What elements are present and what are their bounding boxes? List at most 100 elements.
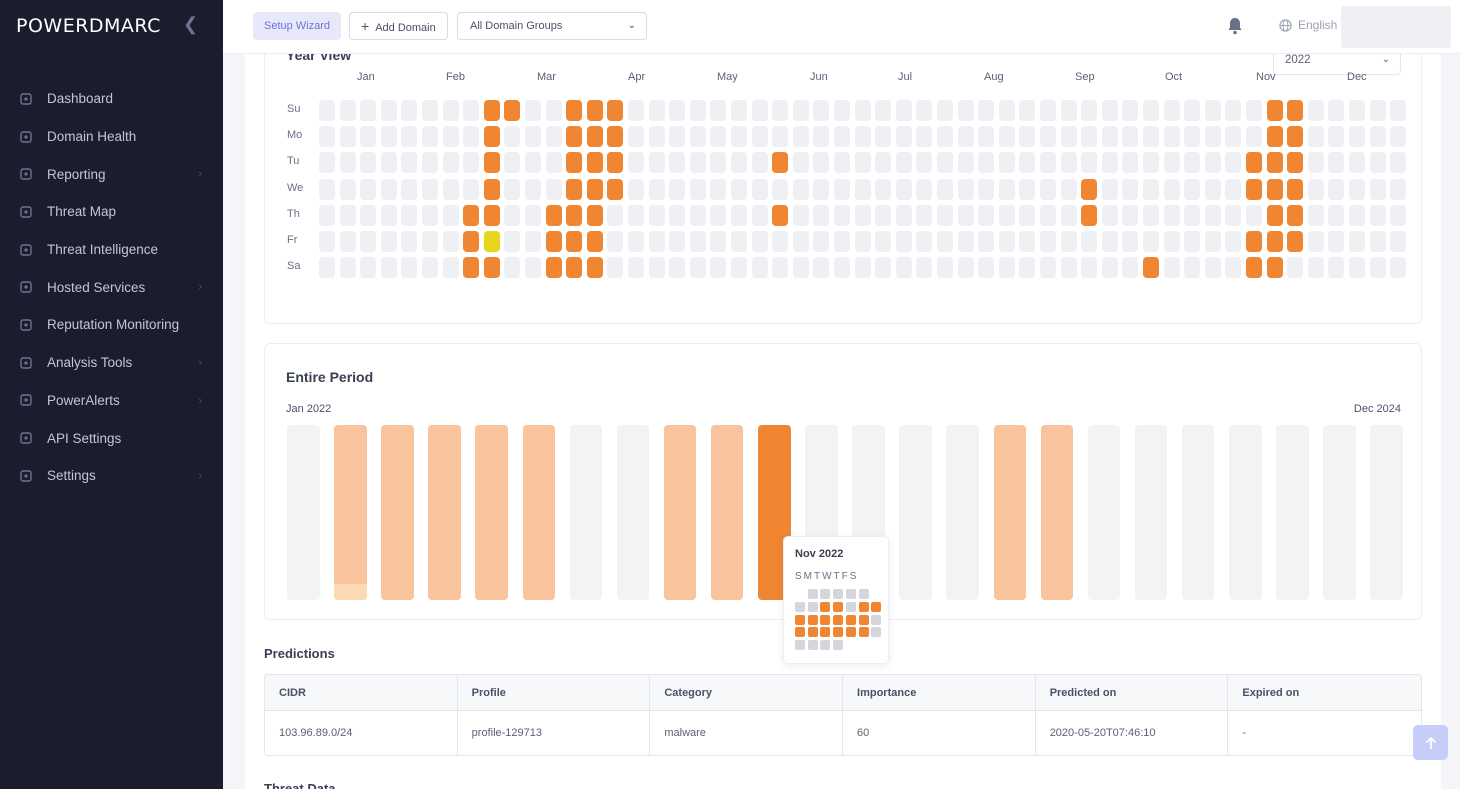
heatmap-cell[interactable] — [710, 231, 727, 252]
heatmap-cell[interactable] — [978, 204, 995, 226]
heatmap-cell[interactable] — [1369, 100, 1386, 121]
heatmap-cell[interactable] — [813, 231, 830, 252]
heatmap-cell[interactable] — [1369, 257, 1386, 279]
heatmap-cell[interactable] — [1246, 126, 1262, 148]
period-bar[interactable] — [663, 425, 697, 600]
sidebar-item-analysis-tools[interactable]: Analysis Tools › — [0, 344, 223, 382]
heatmap-cell[interactable] — [1266, 204, 1283, 226]
heatmap-cell[interactable] — [504, 257, 521, 279]
heatmap-cell[interactable] — [1019, 231, 1036, 252]
heatmap-cell[interactable] — [401, 204, 418, 226]
heatmap-cell[interactable] — [895, 204, 912, 226]
period-bar[interactable] — [381, 425, 414, 600]
heatmap-cell[interactable] — [1246, 178, 1262, 200]
heatmap-cell[interactable] — [1287, 100, 1304, 121]
heatmap-cell[interactable] — [1143, 126, 1159, 148]
heatmap-cell[interactable] — [875, 152, 892, 174]
heatmap-cell[interactable] — [937, 126, 953, 148]
heatmap-cell[interactable] — [339, 152, 356, 174]
heatmap-cell[interactable] — [957, 152, 974, 174]
heatmap-cell[interactable] — [586, 231, 603, 252]
heatmap-cell[interactable] — [937, 152, 953, 174]
heatmap-cell[interactable] — [854, 204, 871, 226]
heatmap-cell[interactable] — [1081, 100, 1098, 121]
heatmap-cell[interactable] — [1019, 204, 1036, 226]
heatmap-cell[interactable] — [978, 178, 995, 200]
column-header-cidr[interactable]: CIDR — [265, 675, 458, 710]
heatmap-cell[interactable] — [401, 126, 418, 148]
heatmap-cell[interactable] — [772, 126, 789, 148]
heatmap-cell[interactable] — [731, 231, 747, 252]
heatmap-cell[interactable] — [772, 152, 789, 174]
heatmap-cell[interactable] — [628, 100, 644, 121]
period-bar[interactable] — [946, 425, 979, 600]
heatmap-cell[interactable] — [1246, 100, 1262, 121]
heatmap-cell[interactable] — [813, 126, 830, 148]
heatmap-cell[interactable] — [483, 231, 500, 252]
heatmap-cell[interactable] — [1307, 152, 1324, 174]
heatmap-cell[interactable] — [998, 126, 1015, 148]
heatmap-cell[interactable] — [834, 257, 850, 279]
heatmap-cell[interactable] — [875, 231, 892, 252]
heatmap-cell[interactable] — [1246, 152, 1262, 174]
heatmap-cell[interactable] — [710, 178, 727, 200]
heatmap-cell[interactable] — [813, 204, 830, 226]
heatmap-cell[interactable] — [1122, 152, 1139, 174]
heatmap-cell[interactable] — [998, 178, 1015, 200]
heatmap-cell[interactable] — [483, 152, 500, 174]
heatmap-cell[interactable] — [1143, 204, 1159, 226]
heatmap-cell[interactable] — [586, 100, 603, 121]
heatmap-cell[interactable] — [834, 100, 850, 121]
heatmap-cell[interactable] — [1369, 126, 1386, 148]
heatmap-cell[interactable] — [545, 257, 562, 279]
heatmap-cell[interactable] — [442, 204, 459, 226]
heatmap-cell[interactable] — [689, 100, 706, 121]
heatmap-cell[interactable] — [1122, 100, 1139, 121]
heatmap-cell[interactable] — [1060, 152, 1077, 174]
heatmap-cell[interactable] — [1307, 257, 1324, 279]
heatmap-cell[interactable] — [463, 126, 480, 148]
heatmap-cell[interactable] — [360, 126, 377, 148]
heatmap-cell[interactable] — [1349, 100, 1365, 121]
heatmap-cell[interactable] — [937, 257, 953, 279]
heatmap-cell[interactable] — [731, 126, 747, 148]
heatmap-cell[interactable] — [1122, 178, 1139, 200]
heatmap-cell[interactable] — [689, 204, 706, 226]
heatmap-cell[interactable] — [1390, 257, 1407, 279]
heatmap-cell[interactable] — [1266, 257, 1283, 279]
heatmap-cell[interactable] — [1287, 257, 1304, 279]
heatmap-cell[interactable] — [648, 204, 665, 226]
heatmap-cell[interactable] — [937, 100, 953, 121]
period-bar[interactable] — [1370, 425, 1403, 600]
heatmap-cell[interactable] — [319, 126, 335, 148]
heatmap-cell[interactable] — [1081, 204, 1098, 226]
heatmap-cell[interactable] — [319, 152, 335, 174]
heatmap-cell[interactable] — [1225, 204, 1242, 226]
period-bar[interactable] — [334, 425, 367, 600]
heatmap-cell[interactable] — [1163, 204, 1180, 226]
heatmap-cell[interactable] — [772, 257, 789, 279]
heatmap-cell[interactable] — [1163, 257, 1180, 279]
heatmap-cell[interactable] — [401, 231, 418, 252]
heatmap-cell[interactable] — [1246, 204, 1262, 226]
sidebar-item-domain-health[interactable]: Domain Health — [0, 118, 223, 156]
heatmap-cell[interactable] — [442, 257, 459, 279]
heatmap-cell[interactable] — [1246, 257, 1262, 279]
heatmap-cell[interactable] — [1349, 126, 1365, 148]
heatmap-cell[interactable] — [978, 231, 995, 252]
heatmap-cell[interactable] — [1225, 231, 1242, 252]
heatmap-cell[interactable] — [916, 178, 933, 200]
heatmap-cell[interactable] — [895, 178, 912, 200]
heatmap-cell[interactable] — [1328, 231, 1345, 252]
heatmap-cell[interactable] — [1101, 100, 1118, 121]
heatmap-cell[interactable] — [731, 178, 747, 200]
heatmap-cell[interactable] — [1328, 178, 1345, 200]
heatmap-cell[interactable] — [1204, 126, 1221, 148]
heatmap-cell[interactable] — [1040, 231, 1056, 252]
heatmap-cell[interactable] — [772, 231, 789, 252]
heatmap-cell[interactable] — [586, 257, 603, 279]
heatmap-cell[interactable] — [648, 231, 665, 252]
column-header-importance[interactable]: Importance — [843, 675, 1036, 710]
heatmap-cell[interactable] — [1081, 231, 1098, 252]
heatmap-cell[interactable] — [1349, 204, 1365, 226]
